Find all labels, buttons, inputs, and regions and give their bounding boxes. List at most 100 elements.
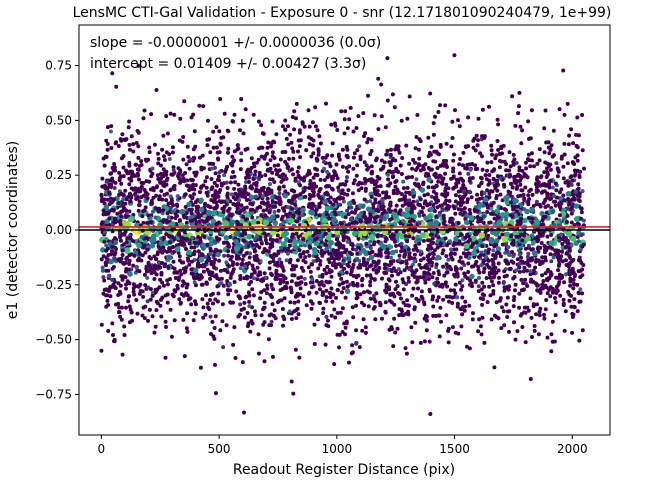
scatter-point bbox=[567, 202, 571, 207]
scatter-point bbox=[278, 277, 283, 282]
scatter-point bbox=[418, 275, 423, 280]
scatter-point bbox=[517, 179, 522, 183]
scatter-point bbox=[393, 180, 398, 184]
scatter-point bbox=[407, 94, 412, 99]
scatter-point bbox=[366, 93, 370, 98]
scatter-point bbox=[487, 247, 491, 252]
scatter-point bbox=[513, 123, 518, 128]
scatter-point bbox=[208, 205, 213, 210]
scatter-point bbox=[243, 264, 248, 269]
scatter-point bbox=[152, 277, 157, 281]
scatter-point bbox=[102, 278, 107, 283]
scatter-point bbox=[245, 241, 250, 246]
scatter-point bbox=[212, 249, 217, 254]
scatter-point bbox=[124, 282, 129, 287]
scatter-point bbox=[522, 233, 527, 238]
scatter-point bbox=[155, 252, 160, 257]
scatter-point bbox=[116, 293, 121, 297]
scatter-point bbox=[255, 258, 260, 263]
scatter-point bbox=[168, 111, 173, 116]
scatter-point bbox=[136, 63, 141, 68]
scatter-point bbox=[496, 316, 501, 321]
scatter-point bbox=[182, 192, 187, 197]
scatter-point bbox=[431, 121, 436, 126]
scatter-point bbox=[551, 255, 556, 260]
scatter-point bbox=[249, 156, 254, 161]
scatter-point bbox=[436, 269, 441, 274]
scatter-point bbox=[262, 231, 267, 236]
scatter-point bbox=[410, 175, 414, 179]
scatter-point bbox=[111, 167, 116, 172]
scatter-point bbox=[372, 260, 377, 265]
scatter-point bbox=[504, 168, 509, 173]
scatter-point bbox=[160, 147, 165, 152]
scatter-point bbox=[561, 297, 566, 302]
scatter-point bbox=[479, 287, 484, 292]
scatter-point bbox=[116, 201, 121, 205]
scatter-point bbox=[327, 251, 332, 256]
scatter-point bbox=[569, 182, 574, 187]
scatter-point bbox=[371, 205, 376, 210]
scatter-point bbox=[296, 299, 301, 304]
scatter-point bbox=[149, 237, 155, 243]
scatter-point bbox=[315, 128, 320, 133]
scatter-point bbox=[319, 248, 324, 253]
scatter-point bbox=[428, 220, 434, 227]
scatter-point bbox=[360, 247, 367, 254]
scatter-point bbox=[162, 192, 167, 197]
scatter-point bbox=[502, 323, 507, 328]
scatter-point bbox=[267, 204, 272, 208]
scatter-point bbox=[482, 196, 489, 203]
scatter-point bbox=[396, 291, 401, 295]
scatter-point bbox=[337, 157, 342, 162]
scatter-point bbox=[435, 276, 440, 281]
scatter-point bbox=[307, 291, 311, 296]
scatter-point bbox=[312, 342, 317, 346]
scatter-point bbox=[494, 242, 499, 247]
scatter-point bbox=[307, 124, 312, 129]
scatter-point bbox=[169, 334, 174, 339]
scatter-point bbox=[225, 279, 230, 283]
scatter-point bbox=[542, 150, 547, 155]
scatter-point bbox=[311, 259, 316, 264]
scatter-point bbox=[512, 197, 519, 204]
scatter-point bbox=[437, 212, 442, 217]
scatter-point bbox=[399, 249, 404, 254]
scatter-point bbox=[413, 160, 417, 165]
scatter-point bbox=[474, 240, 479, 245]
scatter-point bbox=[450, 325, 455, 330]
scatter-point bbox=[457, 162, 462, 167]
scatter-point bbox=[479, 332, 484, 337]
scatter-point bbox=[117, 305, 122, 310]
scatter-point bbox=[344, 144, 349, 149]
scatter-point bbox=[539, 241, 544, 245]
scatter-point bbox=[100, 268, 105, 273]
scatter-point bbox=[453, 236, 459, 242]
scatter-point bbox=[243, 195, 248, 200]
scatter-point bbox=[306, 240, 313, 247]
scatter-point bbox=[243, 295, 248, 300]
scatter-point bbox=[345, 192, 350, 197]
scatter-point bbox=[204, 293, 208, 298]
scatter-point bbox=[249, 318, 254, 323]
scatter-point bbox=[487, 173, 492, 177]
scatter-point bbox=[575, 235, 580, 239]
scatter-point bbox=[350, 247, 355, 251]
scatter-point bbox=[554, 275, 559, 280]
scatter-point bbox=[291, 149, 296, 154]
scatter-point bbox=[426, 135, 431, 140]
scatter-point bbox=[570, 235, 577, 242]
scatter-point bbox=[265, 200, 270, 205]
scatter-point bbox=[277, 195, 282, 200]
scatter-point bbox=[526, 202, 531, 207]
scatter-point bbox=[493, 265, 498, 270]
scatter-point bbox=[445, 165, 449, 169]
scatter-point bbox=[271, 287, 275, 292]
scatter-point bbox=[446, 340, 451, 345]
scatter-point bbox=[330, 186, 335, 191]
scatter-point bbox=[424, 171, 429, 176]
scatter-point bbox=[156, 161, 161, 166]
scatter-point bbox=[185, 329, 190, 334]
scatter-point bbox=[459, 307, 464, 312]
scatter-point bbox=[334, 295, 338, 300]
